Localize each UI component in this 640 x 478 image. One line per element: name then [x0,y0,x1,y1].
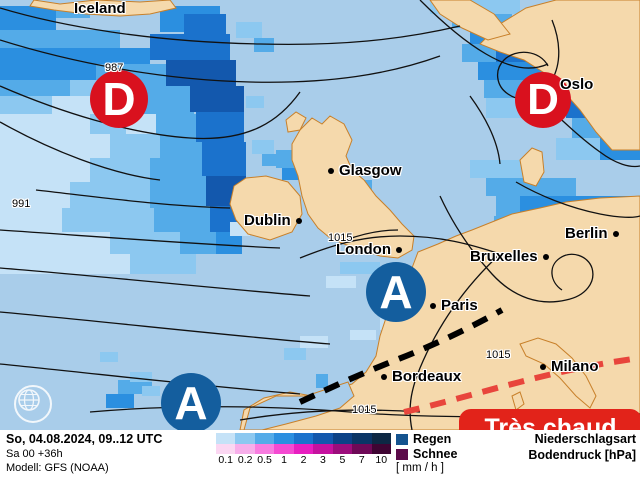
city-label-paris: Paris [441,297,478,314]
city-dot [540,363,546,370]
city-label-berlin: Berlin [565,225,608,242]
precipitation-scale: 0.1 0.2 0.5 1 2 3 5 7 10 [216,433,391,468]
city-label-glasgow: Glasgow [339,162,402,179]
scale-tick: 0.1 [218,454,234,466]
globe-icon [18,389,40,411]
isobar-label-1015-alps: 1015 [486,349,511,361]
city-label-oslo: Oslo [560,76,594,93]
isobar-label-991: 991 [12,198,31,210]
legend-pressure-label: Bodendruck [hPa] [528,448,636,462]
footer-bar: So, 04.08.2024, 09..12 UTC Sa 00 +36h Mo… [0,430,640,478]
scale-tick: 2 [300,454,307,466]
legend-rain-row: Regen [396,432,451,446]
land-scandinavia [479,0,640,151]
map-layers [0,0,640,430]
low-pressure-center-scandinavia[interactable]: D [515,72,571,128]
land-italy [519,337,597,409]
high-pressure-center-atlantic-sw[interactable]: A [161,373,221,430]
rain-color-scale [216,433,391,444]
scale-tick: 1 [281,454,287,466]
map-canvas[interactable]: D D A A 987 991 1015 1015 1015 Iceland O… [0,0,640,430]
low-symbol-label: D [102,73,136,125]
land-norway-coast [429,0,511,41]
snow-color-scale [216,444,391,454]
city-label-bruxelles: Bruxelles [470,248,538,265]
scale-tick: 7 [358,454,365,466]
city-paris[interactable]: Paris [430,297,478,314]
city-dot [612,230,619,237]
city-dublin[interactable]: Dublin [244,212,302,229]
isobar-label-987: 987 [105,62,124,74]
land-scotland-isles [285,111,307,133]
scale-tick: 10 [375,454,388,466]
city-london[interactable]: London [336,241,402,258]
city-bordeaux[interactable]: Bordeaux [381,368,461,385]
legend-snow-label: Schnee [413,447,458,461]
city-label-london: London [336,241,391,258]
scale-tick: 0.2 [237,454,253,466]
legend-unit-label: [ mm / h ] [396,462,444,474]
legend-rain-label: Regen [413,432,452,446]
low-pressure-center-atlantic[interactable]: D [90,70,148,128]
low-symbol-label: D [527,75,559,124]
snow-swatch [396,448,408,460]
city-glasgow[interactable]: Glasgow [328,162,402,179]
scale-tick: 5 [339,454,346,466]
isobar-label-1015-uk: 1015 [328,232,353,244]
high-symbol-label: A [174,377,208,429]
rain-swatch [396,433,408,445]
city-dot [430,302,436,309]
footer-model: Modell: GFS (NOAA) [6,462,109,474]
cold-front-line [298,307,504,405]
city-dot [381,373,387,380]
city-milano[interactable]: Milano [540,358,599,375]
city-label-milano: Milano [551,358,599,375]
isobar-label-1015-iberia: 1015 [352,404,377,416]
land-western-europe [239,195,640,430]
city-dot [395,246,402,253]
city-label-bordeaux: Bordeaux [392,368,462,385]
scale-tick-labels: 0.1 0.2 0.5 1 2 3 5 7 10 [216,454,391,468]
scale-tick: 3 [320,454,326,466]
city-dot [542,253,549,260]
footer-run: Sa 00 +36h [6,448,63,460]
city-label-iceland: Iceland [74,0,126,17]
city-label-dublin: Dublin [244,212,291,229]
land-great-britain [291,115,415,259]
scale-tick: 0.5 [257,454,272,466]
land-corsica [511,391,525,411]
legend-precip-type-label: Niederschlagsart [534,432,636,446]
footer-date: So, 04.08.2024, 09..12 UTC [6,432,163,446]
globe-compass-watermark [14,385,52,423]
city-dot [328,167,334,174]
warm-front-line [403,355,640,415]
fronts [298,307,640,415]
high-pressure-center-france[interactable]: A [366,262,426,322]
city-berlin[interactable]: Berlin [565,225,619,242]
ocean-bay-biscay [243,381,355,430]
legend-snow-row: Schnee [396,447,457,461]
tres-chaud-badge[interactable]: Très chaud [459,409,640,430]
city-dot [295,217,302,224]
high-symbol-label: A [379,266,413,318]
landmasses [29,0,640,430]
land-denmark [519,147,545,187]
land-iceland [29,0,177,17]
city-bruxelles[interactable]: Bruxelles [470,248,549,265]
